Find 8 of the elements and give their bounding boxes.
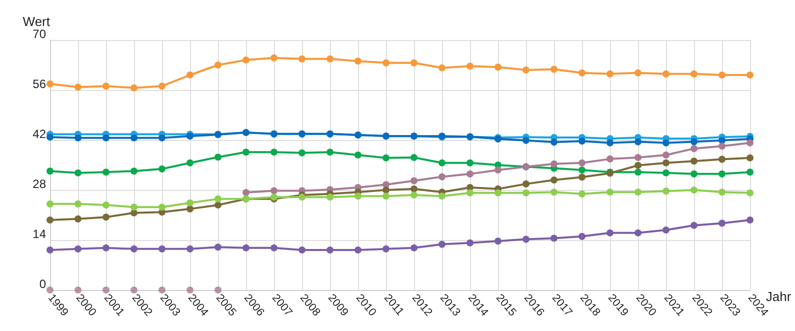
y-tick-label: 56 [32, 77, 46, 91]
y-tick-label: 28 [32, 177, 46, 191]
y-tick-label: 70 [32, 27, 46, 41]
y-axis-title: Wert [22, 14, 50, 29]
y-tick-label: 42 [32, 127, 46, 141]
y-tick-label: 0 [39, 277, 46, 291]
y-tick-label: 14 [32, 227, 46, 241]
x-axis-title: Jahr [766, 289, 792, 304]
